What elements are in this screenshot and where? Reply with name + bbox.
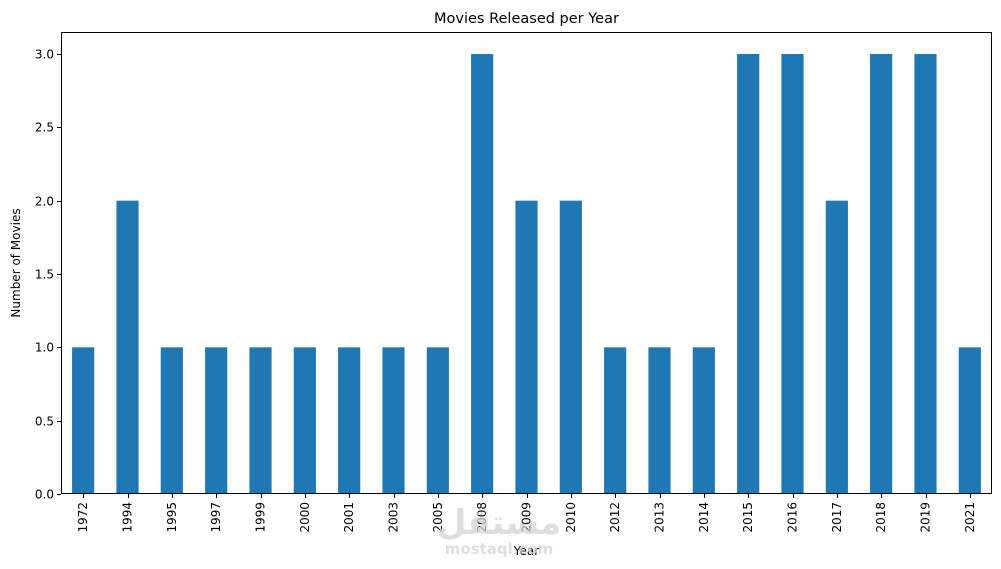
x-tick-label: 2010 xyxy=(564,502,578,533)
bar xyxy=(338,347,361,494)
watermark-latin: mostaql.com xyxy=(445,540,554,558)
x-axis: 1972 1994 1995 1997 1999 2000 2001 2003 2005 2008… xyxy=(76,494,977,533)
bar xyxy=(116,200,139,494)
x-tick-label: 1999 xyxy=(254,502,268,533)
chart-title: Movies Released per Year xyxy=(434,11,619,27)
bar xyxy=(205,347,228,494)
x-tick-label: 2012 xyxy=(608,502,622,533)
bar xyxy=(958,347,981,494)
x-tick-label: 1972 xyxy=(76,502,90,533)
x-tick-label: 2013 xyxy=(653,502,667,533)
x-tick-label: 2005 xyxy=(431,502,445,533)
x-tick-label: 2008 xyxy=(475,502,489,533)
bar xyxy=(293,347,316,494)
x-tick-label: 2016 xyxy=(786,502,800,533)
bar xyxy=(160,347,183,494)
bar xyxy=(781,54,804,494)
bar xyxy=(825,200,848,494)
bar xyxy=(870,54,893,494)
y-tick-label: 0.5 xyxy=(35,415,54,429)
bar xyxy=(471,54,494,494)
y-tick-label: 1.5 xyxy=(35,268,54,282)
x-tick-label: 2018 xyxy=(874,502,888,533)
x-tick-label: 2019 xyxy=(919,502,933,533)
bar xyxy=(249,347,272,494)
bar xyxy=(426,347,449,494)
bar-series xyxy=(72,54,981,494)
x-tick-label: 2009 xyxy=(520,502,534,533)
y-axis: 0.0 0.5 1.0 1.5 2.0 2.5 3.0 xyxy=(35,48,61,502)
bar xyxy=(382,347,405,494)
x-tick-label: 2001 xyxy=(342,502,356,533)
plot-frame xyxy=(61,32,992,494)
x-tick-label: 2021 xyxy=(963,502,977,533)
x-axis-title: Year xyxy=(513,544,539,558)
y-tick-label: 3.0 xyxy=(35,48,54,62)
y-tick-label: 2.5 xyxy=(35,121,54,135)
watermark-logo: مستقل mostaql.com xyxy=(437,503,561,558)
bar xyxy=(559,200,582,494)
y-axis-title: Number of Movies xyxy=(9,208,23,317)
bar xyxy=(515,200,538,494)
x-tick-label: 2017 xyxy=(830,502,844,533)
bar xyxy=(648,347,671,494)
bar xyxy=(692,347,715,494)
y-tick-label: 2.0 xyxy=(35,195,54,209)
x-tick-label: 2014 xyxy=(697,502,711,533)
y-tick-label: 1.0 xyxy=(35,341,54,355)
watermark-arabic: مستقل xyxy=(437,503,561,543)
x-tick-label: 2003 xyxy=(387,502,401,533)
y-tick-label: 0.0 xyxy=(35,488,54,502)
x-tick-label: 2015 xyxy=(741,502,755,533)
bar xyxy=(72,347,95,494)
bar xyxy=(737,54,760,494)
bar xyxy=(914,54,937,494)
x-tick-label: 1997 xyxy=(209,502,223,533)
x-tick-label: 1995 xyxy=(165,502,179,533)
x-tick-label: 2000 xyxy=(298,502,312,533)
x-tick-label: 1994 xyxy=(121,502,135,533)
bar xyxy=(604,347,627,494)
